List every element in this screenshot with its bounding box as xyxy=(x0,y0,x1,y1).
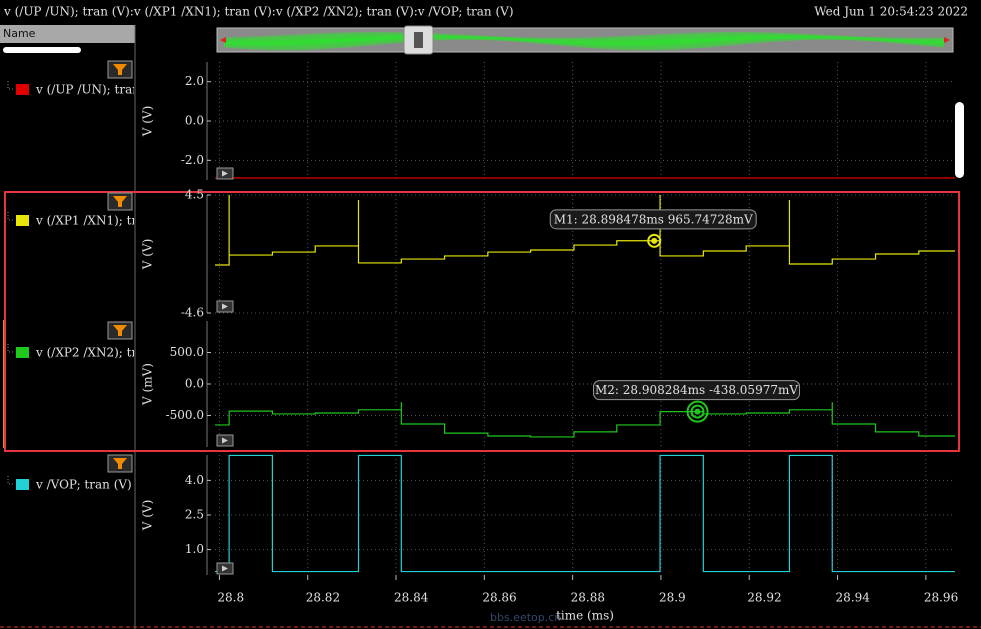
signal-color xyxy=(16,84,29,95)
x-tick-label: 28.82 xyxy=(306,591,340,605)
watermark: bbs.eetop.cn xyxy=(490,611,561,624)
tree-connector xyxy=(7,476,15,485)
marker-halo xyxy=(686,400,709,423)
y-axis-label: V (V) xyxy=(141,500,155,532)
marker-label: M2: 28.908284ms -438.05977mV xyxy=(595,383,798,397)
signal-trace xyxy=(215,454,955,573)
marker-dot xyxy=(651,237,658,244)
overview-handle-grip xyxy=(414,32,423,48)
vertical-scrollbar[interactable] xyxy=(955,102,964,178)
strip-play-icon xyxy=(222,437,228,444)
x-axis-label: time (ms) xyxy=(556,609,614,623)
datetime: Wed Jun 1 20:54:23 2022 xyxy=(814,5,968,19)
x-tick-label: 28.9 xyxy=(659,591,686,605)
y-axis-label: V (mV) xyxy=(141,363,155,406)
x-tick-label: 28.8 xyxy=(217,591,244,605)
signal-color xyxy=(16,347,29,358)
y-tick-label: 4.5 xyxy=(185,188,204,202)
signal-name[interactable]: v (/UP /UN); tran xyxy=(35,83,140,97)
y-tick-label: -2.0 xyxy=(181,153,204,167)
filter-icon xyxy=(113,196,127,207)
marker-label-box[interactable] xyxy=(549,209,757,230)
signal-name[interactable]: v (/XP2 /XN2); tr xyxy=(35,346,137,360)
overview-trace xyxy=(223,32,945,51)
sidebar-scrollbar[interactable] xyxy=(3,47,81,53)
x-tick-label: 28.84 xyxy=(394,591,429,605)
x-tick-label: 28.92 xyxy=(747,591,781,605)
signal-color xyxy=(16,215,29,226)
marker-label: M1: 28.898478ms 965.74728mV xyxy=(554,212,753,226)
strip-play-icon xyxy=(222,303,228,310)
overview-left-arrow[interactable] xyxy=(220,37,226,43)
filter-icon xyxy=(113,458,127,469)
strip-play-icon xyxy=(222,170,228,177)
tree-connector xyxy=(7,81,15,90)
y-tick-label: 2.5 xyxy=(185,508,204,522)
overview-right-arrow[interactable] xyxy=(944,37,950,43)
marker-point[interactable] xyxy=(647,233,662,248)
overview-wave xyxy=(223,32,945,51)
signal-name[interactable]: v /VOP; tran (V) xyxy=(35,478,132,492)
name-column-header[interactable] xyxy=(0,25,135,43)
y-tick-label: 2.0 xyxy=(185,74,204,88)
window-title: v (/UP /UN); tran (V):v (/XP1 /XN1); tra… xyxy=(3,5,514,19)
marker-label-box[interactable] xyxy=(593,380,801,401)
y-tick-label: 4.0 xyxy=(185,473,204,487)
y-axis-label: V (V) xyxy=(141,106,155,138)
x-tick-label: 28.94 xyxy=(836,591,871,605)
plot-area xyxy=(215,62,955,575)
marker-point[interactable] xyxy=(690,404,705,419)
x-tick-label: 28.86 xyxy=(482,591,516,605)
tree-connector xyxy=(7,344,15,353)
y-tick-label: 0.0 xyxy=(185,114,204,128)
signal-color xyxy=(16,479,29,490)
signal-trace xyxy=(215,195,955,266)
signal-list: v (/UP /UN); tran v (/XP1 /XN1); tr v (/XP… xyxy=(7,81,140,492)
y-tick-label: -4.6 xyxy=(181,306,204,320)
y-tick-label: 1.0 xyxy=(185,542,204,556)
y-axis-label: V (V) xyxy=(141,239,155,271)
filter-icon xyxy=(113,325,127,336)
name-column-title: Name xyxy=(3,27,36,40)
strip-play-icon xyxy=(222,565,228,572)
x-tick-label: 28.96 xyxy=(924,591,958,605)
marker-dot xyxy=(694,408,701,415)
y-tick-label: 500.0 xyxy=(170,345,204,359)
x-tick-label: 28.88 xyxy=(571,591,605,605)
tree-connector xyxy=(7,212,15,221)
y-tick-label: -500.0 xyxy=(166,408,204,422)
signal-trace xyxy=(215,402,955,438)
signal-name[interactable]: v (/XP1 /XN1); tr xyxy=(35,214,137,228)
y-tick-label: 0.0 xyxy=(185,377,204,391)
filter-icon xyxy=(113,64,127,75)
selection-highlight xyxy=(4,191,960,452)
